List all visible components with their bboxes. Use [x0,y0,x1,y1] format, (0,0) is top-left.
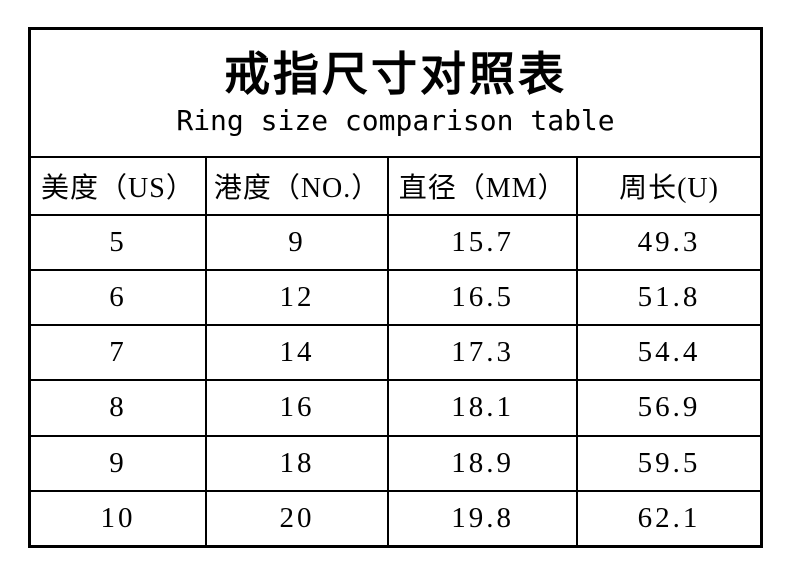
title-cell: 戒指尺寸对照表 Ring size comparison table [28,27,763,158]
table-row: 10 20 19.8 62.1 [28,489,763,548]
column-header-circumference: 周长(U) [576,156,763,216]
column-header-us: 美度（US） [28,156,207,216]
table-cell: 18.1 [387,379,579,437]
table-row: 6 12 16.5 51.8 [28,269,763,327]
table-cell: 59.5 [576,434,763,492]
table-cell: 5 [28,213,207,272]
table-cell: 19.8 [387,489,579,548]
column-header-hk: 港度（NO.） [204,156,390,216]
table-cell: 14 [204,324,390,382]
table-cell: 51.8 [576,269,763,327]
table-cell: 56.9 [576,379,763,437]
table-cell: 20 [204,489,390,548]
table-cell: 8 [28,379,207,437]
table-row: 7 14 17.3 54.4 [28,324,763,382]
table-header-row: 美度（US） 港度（NO.） 直径（MM） 周长(U) [28,156,763,216]
table-cell: 15.7 [387,213,579,272]
table-row: 8 16 18.1 56.9 [28,379,763,437]
ring-size-comparison-sheet: 戒指尺寸对照表 Ring size comparison table 美度（US… [28,27,763,548]
table-cell: 18.9 [387,434,579,492]
table-cell: 49.3 [576,213,763,272]
table-cell: 6 [28,269,207,327]
page-subtitle: Ring size comparison table [176,103,615,137]
table-row: 9 18 18.9 59.5 [28,434,763,492]
table-cell: 16.5 [387,269,579,327]
table-row: 5 9 15.7 49.3 [28,213,763,272]
column-header-diameter: 直径（MM） [387,156,579,216]
ring-size-table: 戒指尺寸对照表 Ring size comparison table 美度（US… [28,27,763,548]
table-cell: 12 [204,269,390,327]
table-cell: 9 [28,434,207,492]
table-cell: 9 [204,213,390,272]
table-cell: 54.4 [576,324,763,382]
table-cell: 17.3 [387,324,579,382]
table-cell: 18 [204,434,390,492]
page-title: 戒指尺寸对照表 [224,49,567,100]
table-cell: 62.1 [576,489,763,548]
table-cell: 10 [28,489,207,548]
title-row: 戒指尺寸对照表 Ring size comparison table [28,27,763,158]
table-cell: 16 [204,379,390,437]
table-cell: 7 [28,324,207,382]
